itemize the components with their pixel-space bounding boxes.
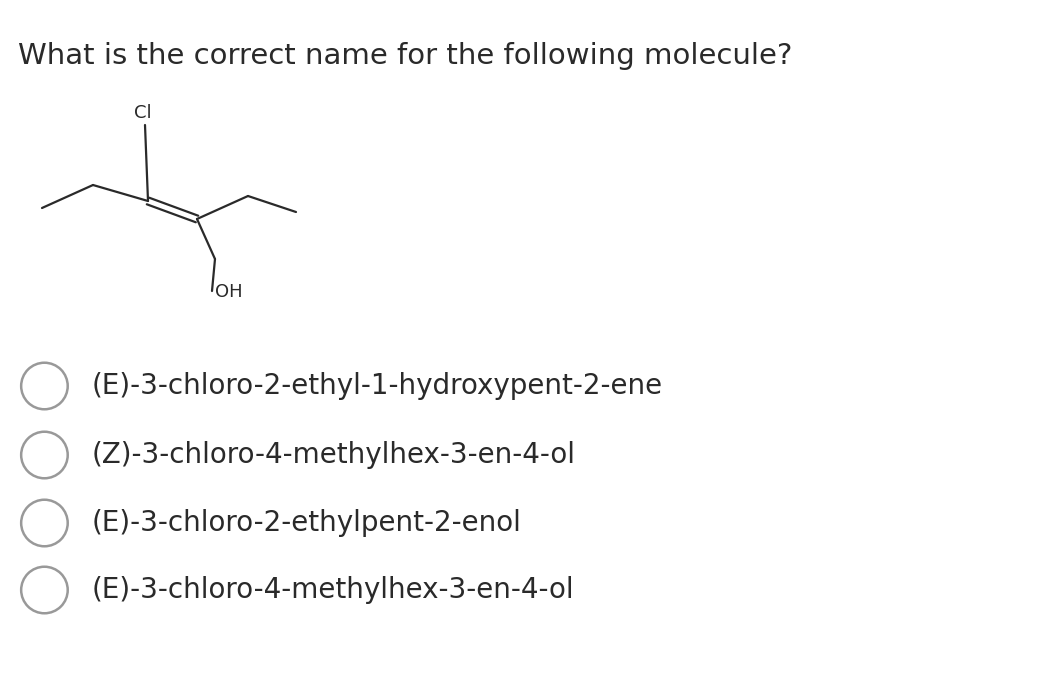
Text: Cl: Cl	[134, 104, 151, 122]
Text: OH: OH	[215, 283, 242, 301]
Text: (E)-3-chloro-4-methylhex-3-en-4-ol: (E)-3-chloro-4-methylhex-3-en-4-ol	[92, 576, 574, 604]
Text: What is the correct name for the following molecule?: What is the correct name for the followi…	[18, 42, 792, 70]
Text: (E)-3-chloro-2-ethylpent-2-enol: (E)-3-chloro-2-ethylpent-2-enol	[92, 509, 522, 537]
Text: (Z)-3-chloro-4-methylhex-3-en-4-ol: (Z)-3-chloro-4-methylhex-3-en-4-ol	[92, 441, 576, 469]
Text: (E)-3-chloro-2-ethyl-1-hydroxypent-2-ene: (E)-3-chloro-2-ethyl-1-hydroxypent-2-ene	[92, 372, 663, 400]
